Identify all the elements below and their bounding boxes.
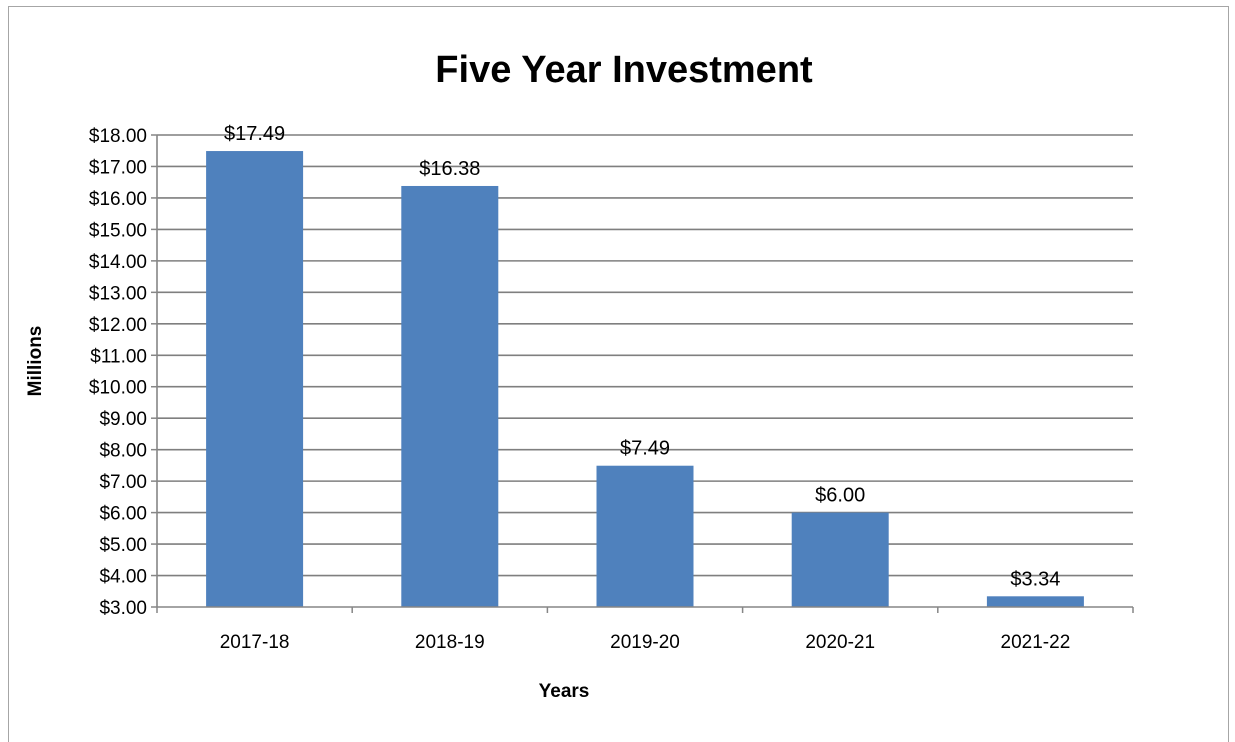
y-tick-label: $14.00 (89, 252, 147, 273)
chart-title: Five Year Investment (435, 49, 813, 91)
axes (156, 135, 1133, 608)
data-label: $17.49 (224, 123, 285, 145)
data-label: $7.49 (620, 438, 670, 460)
bar-2017-18 (206, 151, 304, 607)
y-axis-title: Millions (25, 326, 46, 397)
y-tick-label: $8.00 (99, 441, 147, 462)
data-label: $3.34 (1010, 568, 1060, 590)
y-tick-label: $3.00 (99, 598, 147, 619)
x-tick-label: 2020-21 (805, 632, 875, 653)
y-tick-label: $17.00 (89, 157, 147, 178)
y-tick-label: $10.00 (89, 378, 147, 399)
bars (206, 151, 1084, 607)
y-tick-label: $12.00 (89, 315, 147, 336)
x-tick-label: 2021-22 (1001, 632, 1071, 653)
y-axis-ticks: $3.00 $4.00 $5.00 $6.00 $7.00 $8.00 $9.00 $10.0… (89, 126, 157, 619)
x-tick-label: 2019-20 (610, 632, 680, 653)
data-label: $16.38 (419, 158, 480, 180)
bar-2020-21 (791, 512, 889, 607)
bar-2018-19 (401, 185, 499, 607)
bar-2021-22 (986, 596, 1084, 607)
y-tick-label: $6.00 (99, 504, 147, 525)
y-tick-label: $18.00 (89, 126, 147, 147)
data-labels: $17.49 $16.38 $7.49 $6.00 $3.34 (224, 123, 1060, 590)
bar-2019-20 (596, 465, 694, 607)
y-tick-label: $7.00 (99, 472, 147, 493)
x-axis-title: Years (539, 681, 590, 702)
x-axis-ticks: 2017-18 2018-19 2019-20 2020-21 2021-22 (156, 607, 1134, 653)
x-tick-label: 2017-18 (220, 632, 290, 653)
y-tick-label: $4.00 (99, 567, 147, 588)
y-tick-label: $15.00 (89, 220, 147, 241)
y-tick-label: $5.00 (99, 535, 147, 556)
data-label: $6.00 (815, 485, 865, 507)
y-tick-label: $13.00 (89, 283, 147, 304)
y-tick-label: $9.00 (99, 409, 147, 430)
y-tick-label: $11.00 (90, 346, 147, 367)
gridlines (157, 134, 1133, 577)
x-tick-label: 2018-19 (415, 632, 485, 653)
y-tick-label: $16.00 (89, 189, 147, 210)
